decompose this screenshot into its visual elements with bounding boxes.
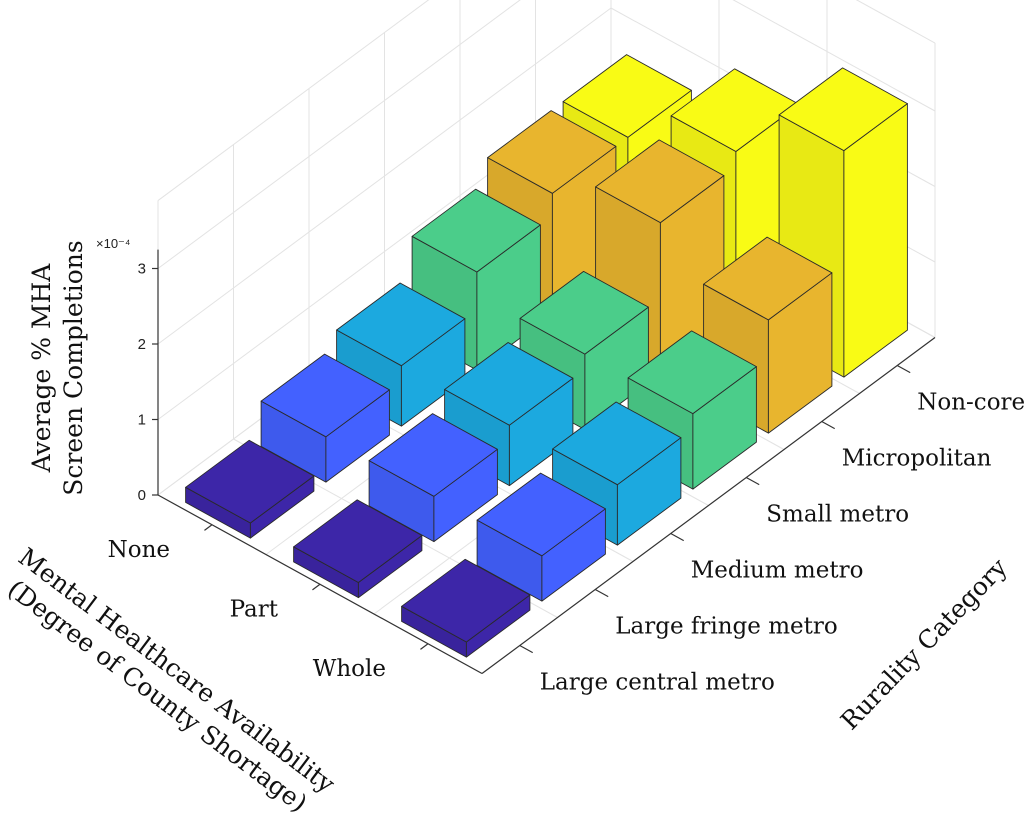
bar-top-face bbox=[185, 439, 315, 524]
x-tick-label: Small metro bbox=[766, 502, 909, 528]
x-tick-label: Large fringe metro bbox=[615, 614, 837, 640]
y-tick-label: None bbox=[108, 537, 170, 563]
bar bbox=[185, 439, 315, 539]
z-tick-label: 3 bbox=[138, 261, 146, 278]
x-axis: Large central metro Large fringe metro Med… bbox=[481, 337, 1025, 696]
x-tick-mark bbox=[821, 420, 835, 430]
z-axis-label-line2: Screen Completions bbox=[59, 240, 88, 495]
grid-line bbox=[732, 0, 936, 112]
grid-line bbox=[157, 0, 521, 269]
x-tick-label: Non-core bbox=[917, 390, 1025, 416]
bar-top-face bbox=[778, 67, 908, 152]
bar-front-face bbox=[843, 103, 908, 378]
bar-top-face bbox=[401, 558, 531, 643]
x-tick-label: Micropolitan bbox=[842, 446, 992, 472]
bar bbox=[401, 558, 531, 658]
bar-top-face bbox=[260, 353, 390, 438]
bar-top-face bbox=[411, 188, 541, 273]
x-tick-label: Medium metro bbox=[691, 558, 864, 584]
grid-line bbox=[157, 7, 612, 345]
bar-top-face bbox=[487, 110, 617, 194]
z-multiplier: ×10⁻⁴ bbox=[96, 236, 131, 251]
bar bbox=[368, 413, 498, 543]
bar-top-face bbox=[703, 236, 833, 321]
bar bbox=[260, 353, 390, 483]
z-axis-label: Average % MHA Screen Completions bbox=[27, 240, 88, 495]
y-tick-mark bbox=[420, 643, 429, 650]
bar-top-face bbox=[595, 139, 725, 224]
y-axis-label-line1: Mental Healthcare Availability bbox=[13, 542, 341, 799]
z-tick-label: 1 bbox=[138, 412, 146, 429]
bar-top-face bbox=[368, 413, 498, 497]
y-axis: None Part Whole bbox=[108, 494, 483, 682]
bar-top-face bbox=[562, 54, 692, 138]
bar bbox=[293, 499, 423, 599]
grid-line bbox=[855, 0, 936, 44]
bar-top-face bbox=[293, 499, 423, 583]
z-tick-label: 0 bbox=[138, 487, 146, 504]
bar-top-face bbox=[336, 282, 466, 367]
bar bbox=[476, 472, 606, 602]
bar-top-face bbox=[519, 270, 649, 355]
bar-top-face bbox=[444, 342, 574, 426]
bar-top-face bbox=[552, 401, 682, 486]
x-axis-line bbox=[481, 337, 936, 674]
z-tick-label: 2 bbox=[138, 336, 146, 353]
z-axis-label-line1: Average % MHA bbox=[27, 263, 56, 474]
y-tick-label: Part bbox=[230, 596, 279, 622]
y-tick-mark bbox=[204, 524, 213, 531]
y-tick-label: Whole bbox=[313, 656, 386, 682]
grid-line bbox=[157, 0, 430, 201]
bars bbox=[185, 54, 908, 658]
x-tick-mark bbox=[670, 532, 684, 542]
x-tick-mark bbox=[519, 644, 533, 654]
x-tick-mark bbox=[896, 364, 911, 374]
z-axis: ×10⁻⁴ 0 1 2 3 bbox=[96, 236, 159, 504]
x-tick-mark bbox=[745, 476, 760, 486]
y-tick-mark bbox=[312, 583, 321, 591]
y-axis-label: Mental Healthcare Availability (Degree o… bbox=[2, 542, 341, 814]
bar-top-face bbox=[627, 330, 757, 415]
x-tick-label: Large central metro bbox=[540, 670, 775, 696]
bar-top-face bbox=[476, 472, 606, 557]
x-tick-mark bbox=[594, 588, 609, 598]
